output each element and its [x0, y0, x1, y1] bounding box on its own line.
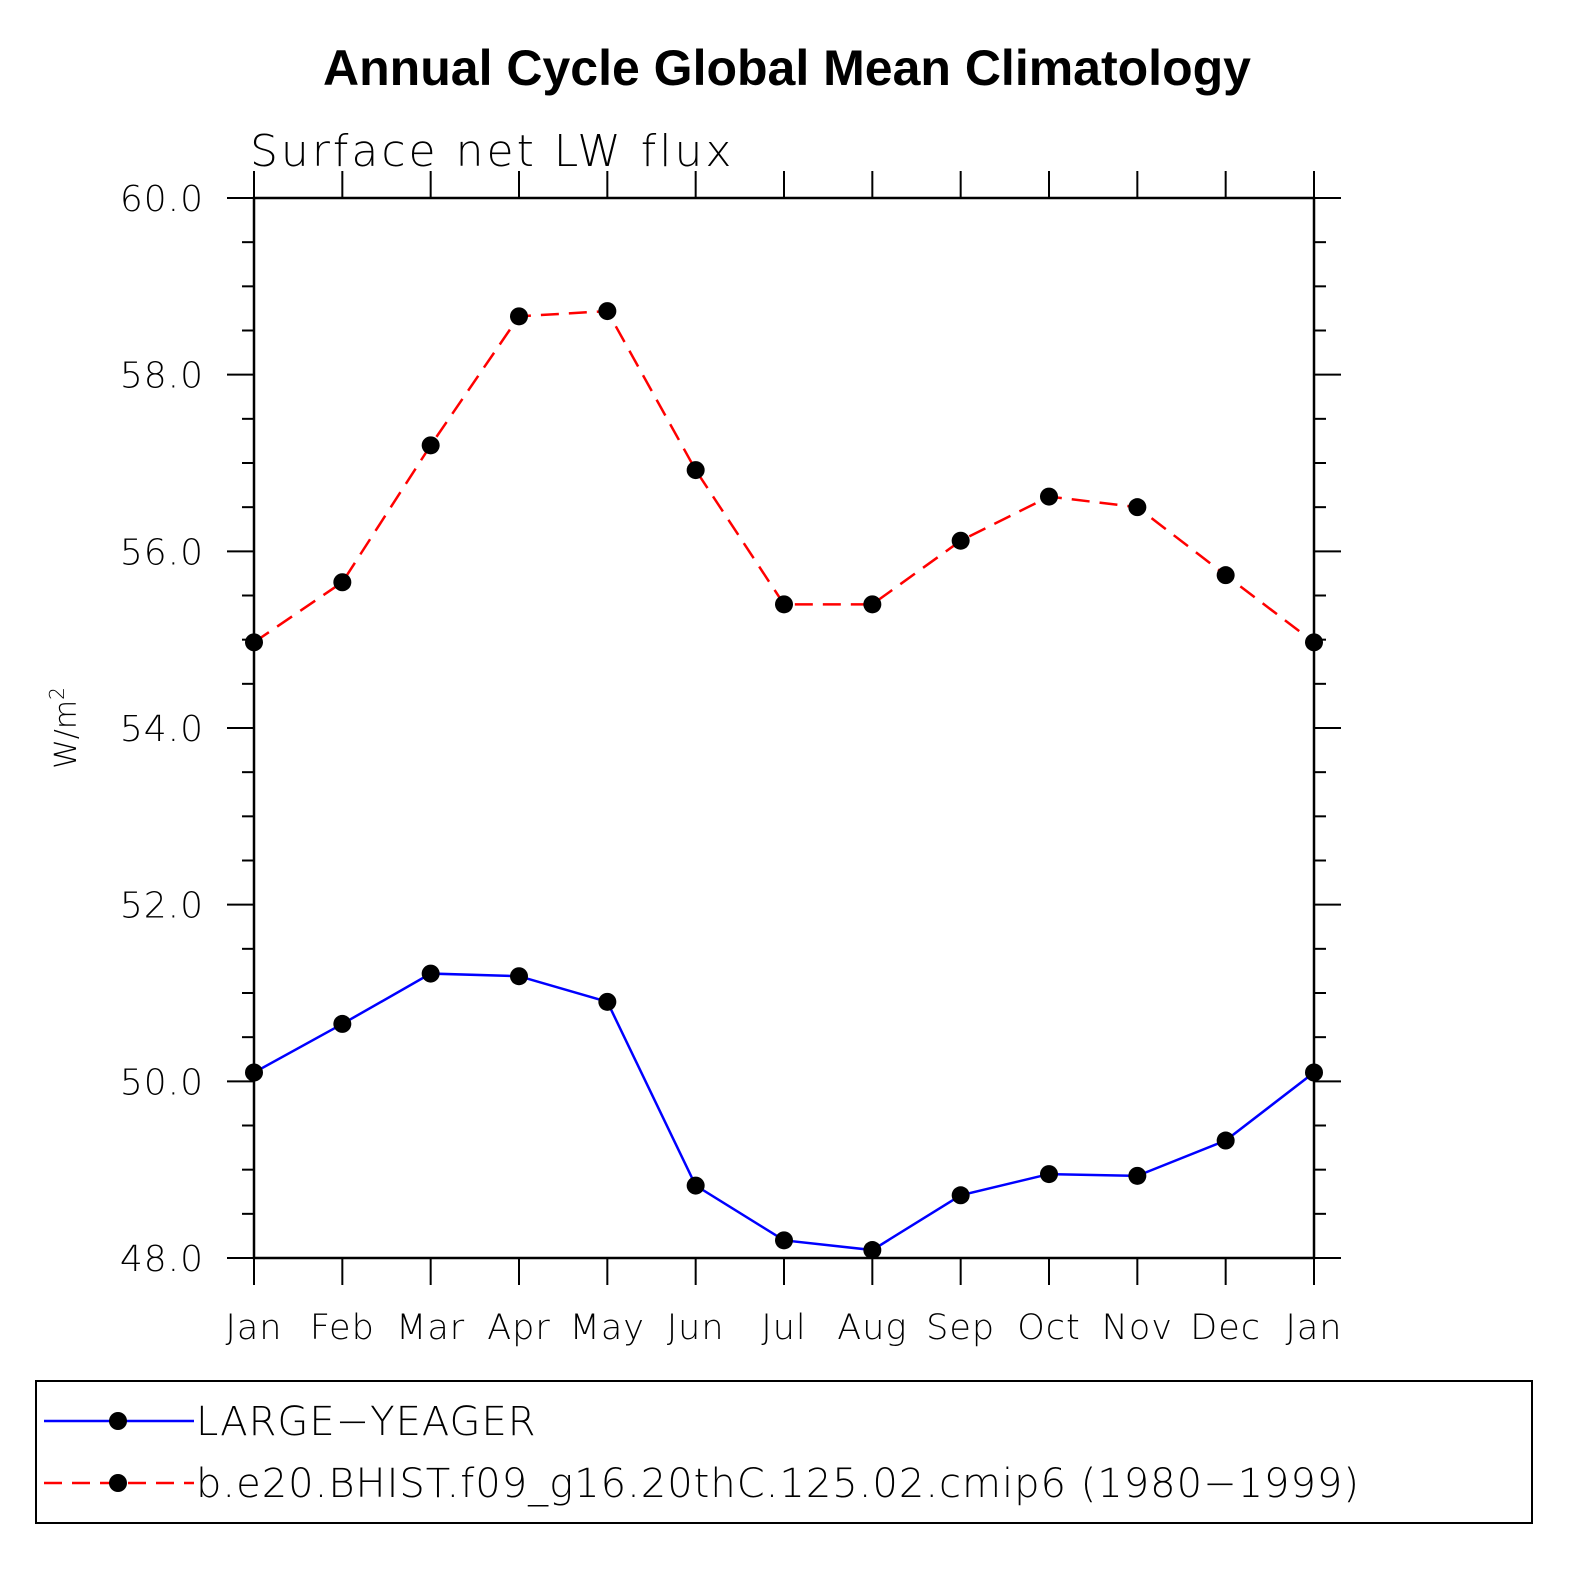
x-tick-label: Jan [226, 1308, 283, 1348]
x-tick-label: Apr [487, 1308, 551, 1348]
series-0-point [421, 964, 440, 983]
y-tick-label: 48.0 [120, 1239, 204, 1280]
y-tick-labels: 48.0 50.0 52.0 54.0 56.0 58.0 60.0 [120, 179, 204, 1280]
x-tick-label: Jun [667, 1308, 725, 1348]
series-0-point [510, 967, 528, 986]
chart-title: Annual Cycle Global Mean Climatology [323, 40, 1251, 96]
series-0-point [863, 1241, 882, 1260]
series-0-point [333, 1014, 352, 1033]
y-axis-label: W/m2 [45, 687, 84, 769]
svg-text:W/m2: W/m2 [45, 687, 84, 769]
chart-subtitle: Surface net LW flux [250, 126, 734, 177]
legend-marker-0 [109, 1412, 127, 1430]
legend-label-1: b.e20.BHIST.f09_g16.20thC.125.02.cmip6 (… [196, 1461, 1360, 1507]
y-tick-label: 58.0 [120, 356, 204, 397]
y-tick-label: 52.0 [120, 886, 204, 927]
series-1-point [1305, 633, 1323, 652]
series-0-point [686, 1176, 705, 1195]
series-0-point [1305, 1063, 1323, 1082]
x-tick-labels: Jan Feb Mar Apr May Jun Jul Aug Sep Oct Nov Dec Jan [226, 1308, 1343, 1348]
series-1-point [951, 531, 970, 550]
legend: LARGE−YEAGER b.e20.BHIST.f09_g16.20thC.12… [44, 1399, 1360, 1507]
series-0-point [1128, 1166, 1147, 1185]
x-tick-label: Mar [396, 1308, 465, 1348]
x-tick-label: Sep [926, 1308, 995, 1348]
series-1-point [775, 595, 793, 614]
x-tick-label: Jan [1286, 1308, 1343, 1348]
series-line-0 [253, 972, 1315, 1252]
series-1-point [333, 573, 352, 592]
y-tick-label: 50.0 [120, 1062, 204, 1103]
series-1-point [421, 436, 440, 455]
y-axis-label-base: W/m [49, 700, 84, 769]
series-0-point [1216, 1131, 1235, 1150]
series-0-point [775, 1231, 793, 1250]
series-1-point [510, 307, 528, 326]
y-tick-label: 56.0 [120, 532, 204, 573]
legend-marker-1 [109, 1474, 127, 1492]
series-0-point [951, 1186, 970, 1205]
series-1-point [863, 595, 882, 614]
x-tick-label: Jul [761, 1308, 806, 1348]
x-tick-label: Oct [1017, 1308, 1081, 1348]
series-1-point [1216, 566, 1235, 585]
x-tick-label: Feb [310, 1308, 375, 1348]
series-layer [245, 302, 1323, 1260]
x-tick-label: Aug [837, 1308, 907, 1348]
x-tick-label: Nov [1102, 1308, 1173, 1348]
plot-frame [252, 196, 1316, 1260]
series-1-point [1128, 498, 1147, 517]
series-0-point [1040, 1165, 1058, 1184]
y-tick-label: 60.0 [120, 179, 204, 220]
axis-ticks [227, 171, 1341, 1285]
series-1-point [1040, 487, 1058, 506]
x-tick-label: May [570, 1308, 645, 1348]
legend-label-0: LARGE−YEAGER [196, 1399, 537, 1445]
series-line-1 [253, 309, 1315, 644]
legend-box [35, 1380, 1533, 1524]
y-axis-label-superscript: 2 [45, 687, 69, 700]
series-1-point [245, 633, 263, 652]
x-tick-label: Dec [1190, 1308, 1261, 1348]
y-tick-label: 54.0 [120, 709, 204, 750]
series-0-point [245, 1063, 263, 1082]
series-0-point [598, 992, 617, 1011]
series-1-point [598, 302, 617, 321]
series-1-point [686, 461, 705, 480]
